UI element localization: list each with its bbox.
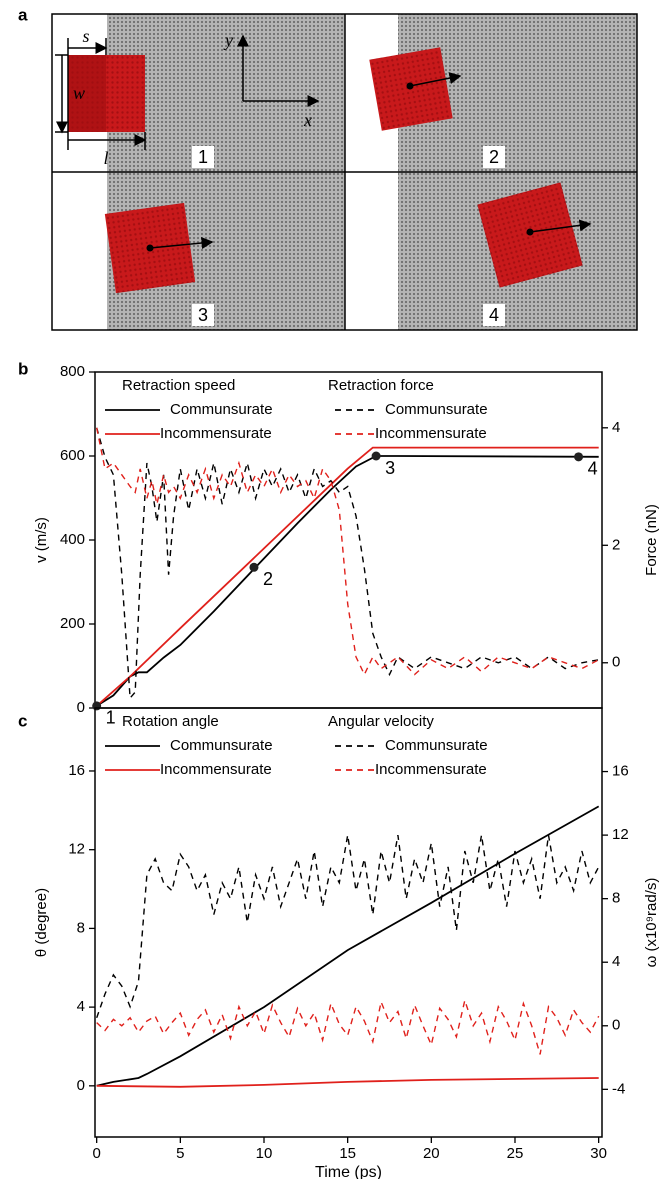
point-marker [574, 452, 584, 462]
frame-box [483, 146, 505, 168]
y2-tick-label: 2 [612, 536, 620, 553]
frame-box [192, 304, 214, 326]
y2-tick-label: 0 [612, 1017, 620, 1034]
legend-label: Incommensurate [160, 425, 272, 442]
x-tick-label: 10 [256, 1145, 273, 1162]
x-tick-label: 5 [176, 1145, 184, 1162]
x-tick-label: 15 [339, 1145, 356, 1162]
point-marker [371, 451, 381, 461]
y2-tick-label: -4 [612, 1080, 625, 1097]
y-tick-label: 200 [60, 615, 85, 632]
series-line [96, 446, 599, 707]
legend-label: Communsurate [170, 737, 273, 754]
series-line [96, 834, 600, 1019]
point-label: 1 [106, 708, 116, 728]
y2-axis-label: Force (nN) [643, 504, 660, 576]
legend-title: Angular velocity [328, 713, 434, 730]
series-line [96, 427, 600, 677]
frame-number: 3 [198, 305, 208, 325]
legend-title: Rotation angle [122, 713, 219, 730]
frame-box [192, 146, 214, 168]
y-axis-label: θ (degree) [33, 888, 50, 957]
point-marker [92, 701, 102, 711]
frame-number: 2 [489, 147, 499, 167]
plot-frame [94, 707, 603, 1138]
y2-tick-label: 0 [612, 654, 620, 671]
y2-tick-label: 16 [612, 763, 629, 780]
series-line [96, 427, 599, 700]
legend-label: Incommensurate [160, 761, 272, 778]
frame-number: 4 [489, 305, 499, 325]
point-label: 3 [385, 458, 395, 478]
legend-label: Communsurate [385, 737, 488, 754]
x-axis-label: Time (ps) [315, 1164, 382, 1179]
arrows [55, 34, 592, 249]
frame-number: 1 [198, 147, 208, 167]
legend-label: Communsurate [170, 401, 273, 418]
substrate [107, 14, 345, 172]
y-tick-label: 800 [60, 363, 85, 380]
x-tick-label: 0 [93, 1145, 101, 1162]
y-tick-label: 12 [68, 841, 85, 858]
panel-label: c [18, 711, 27, 730]
y-tick-label: 16 [68, 762, 85, 779]
y2-tick-label: 4 [612, 953, 620, 970]
y2-tick-label: 8 [612, 890, 620, 907]
legend-label: Incommensurate [375, 761, 487, 778]
axis-label: x [303, 110, 312, 130]
panel-label: a [18, 5, 28, 24]
legend-label: Incommensurate [375, 425, 487, 442]
dim-label: w [73, 83, 85, 103]
point-label: 4 [588, 459, 598, 479]
y2-tick-label: 4 [612, 419, 620, 436]
panel-a: s w l y x 1 2 3 4 [51, 13, 638, 331]
y-tick-label: 600 [60, 447, 85, 464]
point-marker [249, 562, 259, 572]
dim-label: s [82, 26, 89, 46]
point-label: 2 [263, 569, 273, 589]
y-tick-label: 8 [77, 919, 85, 936]
centers [146, 82, 534, 252]
series-line [96, 1077, 599, 1088]
series-line [96, 805, 600, 1087]
y-tick-label: 400 [60, 531, 85, 548]
frame-box [483, 304, 505, 326]
dim-label: l [103, 148, 108, 168]
y-axis-label: v (m/s) [33, 517, 50, 563]
y-tick-label: 0 [77, 699, 85, 716]
x-tick-label: 20 [423, 1145, 440, 1162]
legend-label: Communsurate [385, 401, 488, 418]
legend-title: Retraction speed [122, 377, 235, 394]
x-tick-label: 30 [590, 1145, 607, 1162]
legend-title: Retraction force [328, 377, 434, 394]
y2-axis-label: ω (x10⁹rad/s) [643, 878, 660, 968]
y-tick-label: 4 [77, 998, 85, 1015]
y-tick-label: 0 [77, 1077, 85, 1094]
panel-label: b [18, 359, 28, 378]
y2-tick-label: 12 [612, 826, 629, 843]
series-line [96, 997, 600, 1055]
flake-overlap [68, 55, 106, 132]
frame-borders [51, 13, 638, 331]
x-tick-label: 25 [507, 1145, 524, 1162]
series-line [96, 455, 599, 707]
axis-label: y [223, 30, 233, 50]
